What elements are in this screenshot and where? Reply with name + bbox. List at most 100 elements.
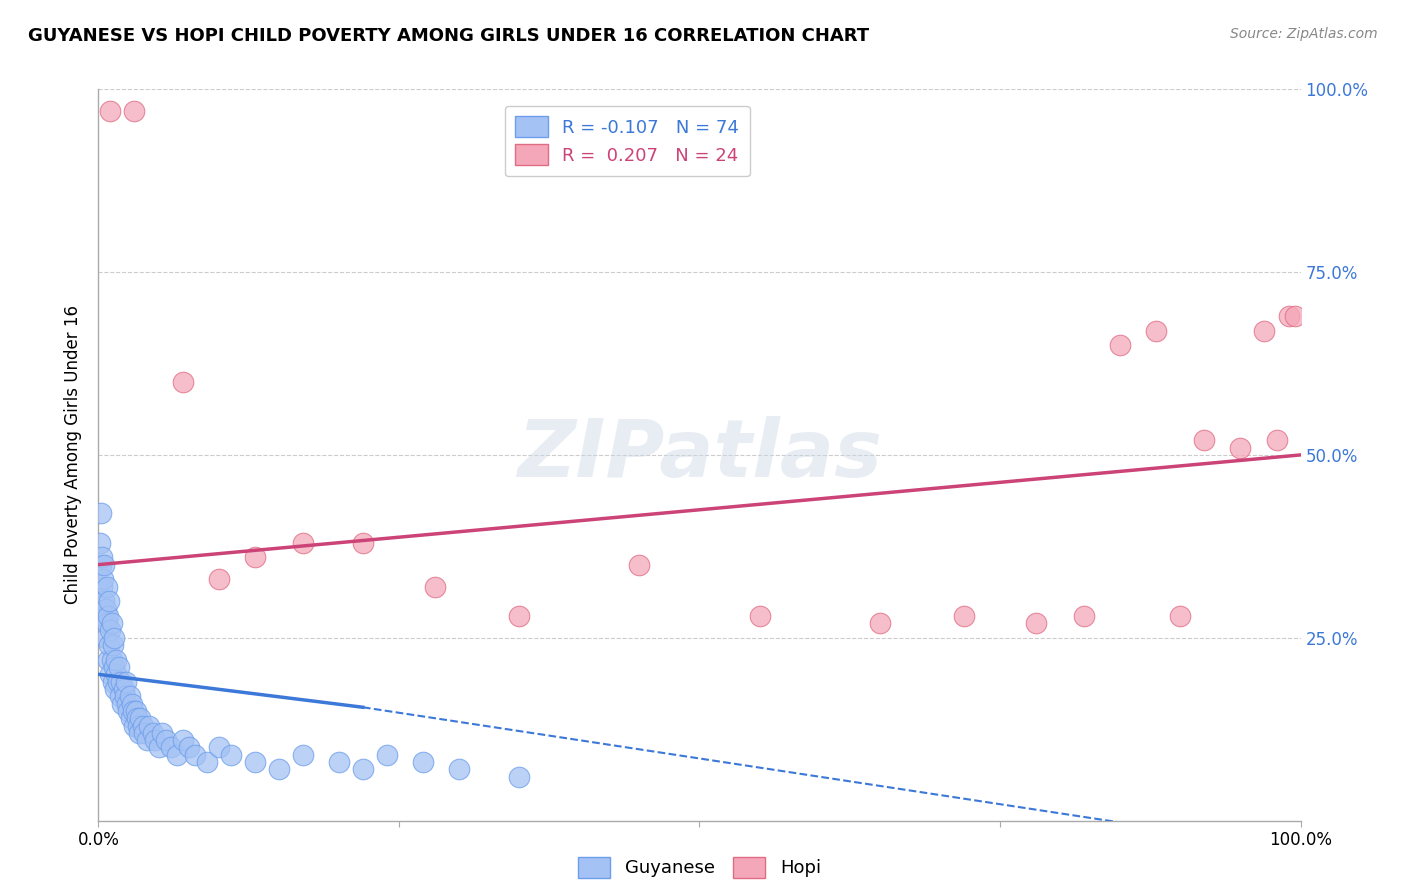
Point	[352, 763, 374, 777]
Legend: Guyanese, Hopi: Guyanese, Hopi	[571, 849, 828, 885]
Point	[375, 747, 398, 762]
Point	[98, 594, 121, 608]
Point	[1229, 441, 1251, 455]
Point	[166, 747, 188, 762]
Point	[141, 726, 163, 740]
Point	[117, 704, 139, 718]
Point	[96, 616, 118, 631]
Point	[89, 535, 111, 549]
Point	[195, 755, 218, 769]
Point	[219, 747, 242, 762]
Point	[291, 535, 314, 549]
Point	[243, 755, 266, 769]
Point	[508, 608, 530, 623]
Point	[90, 507, 112, 521]
Point	[100, 624, 122, 638]
Point	[107, 674, 129, 689]
Point	[508, 770, 530, 784]
Point	[96, 580, 118, 594]
Point	[1109, 338, 1132, 352]
Point	[91, 572, 114, 586]
Point	[208, 572, 231, 586]
Point	[150, 726, 173, 740]
Y-axis label: Child Poverty Among Girls Under 16: Child Poverty Among Girls Under 16	[65, 305, 83, 605]
Point	[101, 674, 124, 689]
Point	[91, 608, 114, 623]
Point	[155, 733, 177, 747]
Point	[243, 550, 266, 565]
Point	[100, 104, 122, 119]
Point	[124, 718, 146, 732]
Point	[291, 747, 314, 762]
Point	[94, 631, 117, 645]
Point	[127, 718, 149, 732]
Point	[90, 558, 112, 572]
Point	[115, 674, 138, 689]
Point	[91, 580, 114, 594]
Point	[1194, 434, 1216, 448]
Point	[114, 690, 136, 704]
Point	[869, 616, 891, 631]
Point	[101, 638, 124, 652]
Point	[328, 755, 350, 769]
Point	[100, 616, 122, 631]
Point	[412, 755, 434, 769]
Point	[117, 697, 139, 711]
Point	[104, 681, 127, 696]
Point	[143, 733, 166, 747]
Point	[129, 711, 152, 725]
Point	[352, 535, 374, 549]
Point	[112, 681, 135, 696]
Point	[121, 697, 143, 711]
Point	[108, 690, 131, 704]
Point	[423, 580, 446, 594]
Point	[1144, 324, 1167, 338]
Point	[1277, 309, 1299, 323]
Point	[118, 690, 141, 704]
Point	[953, 608, 976, 623]
Point	[135, 733, 157, 747]
Point	[110, 674, 132, 689]
Point	[1025, 616, 1047, 631]
Point	[124, 104, 146, 119]
Point	[447, 763, 470, 777]
Point	[108, 660, 131, 674]
Point	[1170, 608, 1192, 623]
Point	[172, 375, 194, 389]
Point	[103, 631, 125, 645]
Point	[628, 558, 651, 572]
Text: Source: ZipAtlas.com: Source: ZipAtlas.com	[1230, 27, 1378, 41]
Text: ZIPatlas: ZIPatlas	[517, 416, 882, 494]
Point	[132, 718, 155, 732]
Point	[97, 653, 120, 667]
Point	[1265, 434, 1288, 448]
Point	[91, 550, 114, 565]
Point	[100, 667, 122, 681]
Point	[267, 763, 290, 777]
Point	[132, 726, 155, 740]
Point	[105, 667, 128, 681]
Text: GUYANESE VS HOPI CHILD POVERTY AMONG GIRLS UNDER 16 CORRELATION CHART: GUYANESE VS HOPI CHILD POVERTY AMONG GIR…	[28, 27, 869, 45]
Point	[1073, 608, 1095, 623]
Point	[148, 740, 170, 755]
Point	[97, 608, 120, 623]
Point	[183, 747, 205, 762]
Point	[125, 711, 148, 725]
Point	[93, 594, 115, 608]
Point	[125, 704, 148, 718]
Point	[111, 697, 134, 711]
Point	[103, 660, 125, 674]
Point	[105, 653, 128, 667]
Point	[93, 558, 115, 572]
Point	[208, 740, 231, 755]
Point	[1253, 324, 1275, 338]
Point	[748, 608, 770, 623]
Point	[128, 726, 150, 740]
Point	[138, 718, 160, 732]
Point	[100, 653, 122, 667]
Point	[177, 740, 200, 755]
Point	[98, 638, 121, 652]
Point	[94, 601, 117, 615]
Point	[172, 733, 194, 747]
Point	[120, 711, 142, 725]
